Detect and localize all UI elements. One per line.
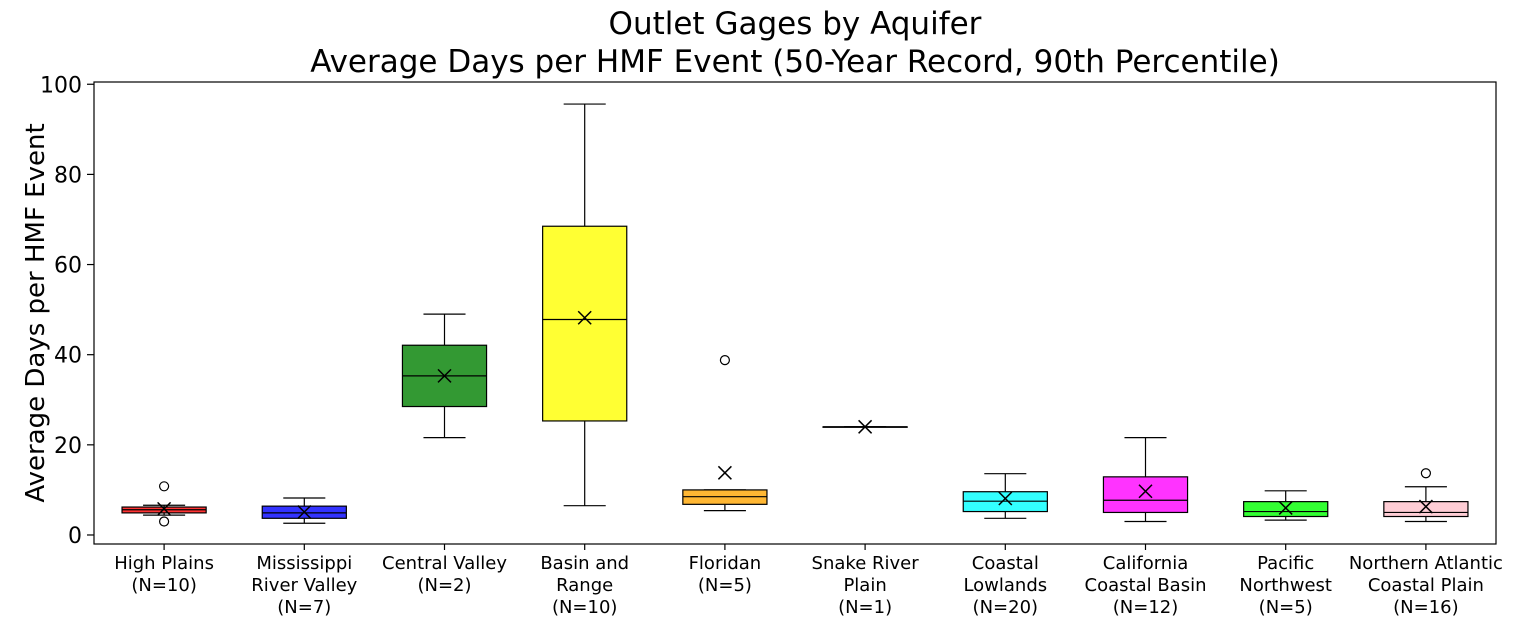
y-axis: 0 20 40 60 80 100 <box>40 73 94 549</box>
mean-marker <box>577 310 592 325</box>
x-tick-label-line: Central Valley <box>382 553 507 574</box>
x-tick-label-line: (N=7) <box>277 597 331 618</box>
title-line: Average Days per HMF Event (50-Year Reco… <box>310 44 1280 80</box>
x-tick-label-line: Northwest <box>1239 575 1332 596</box>
mean-marker <box>1138 484 1153 499</box>
x-axis: High Plains (N=10)Mississippi River Valley… <box>114 544 1503 618</box>
x-tick-label-line: (N=16) <box>1393 597 1459 618</box>
x-tick-label-line: (N=10) <box>131 575 197 596</box>
x-tick-label: Central Valley (N=2) <box>382 553 507 596</box>
y-tick-label: 60 <box>54 254 82 279</box>
box-8 <box>1243 490 1329 521</box>
y-tick-label: 20 <box>54 434 82 459</box>
mean-marker <box>1278 500 1293 515</box>
mean-marker <box>157 501 172 516</box>
x-tick-label-line: California <box>1103 553 1188 574</box>
x-tick-label-line: (N=5) <box>698 575 752 596</box>
x-tick-label-line: Coastal <box>972 553 1039 574</box>
x-tick-label-line: (N=1) <box>838 597 892 618</box>
box-body <box>1243 501 1329 518</box>
y-tick-label: 40 <box>54 344 82 369</box>
x-tick-label-line: Coastal Basin <box>1085 575 1207 596</box>
x-tick-label-line: Lowlands <box>963 575 1047 596</box>
box-body <box>542 225 628 422</box>
x-tick-label: Floridan (N=5) <box>689 553 762 596</box>
x-tick-label-line: Basin and <box>540 553 629 574</box>
box-1 <box>261 497 347 524</box>
mean-marker <box>437 368 452 383</box>
plot-frame <box>93 81 1497 545</box>
mean-marker <box>998 491 1013 506</box>
x-tick-label-line: Range <box>556 575 613 596</box>
box-0 <box>121 481 207 527</box>
box-6 <box>962 473 1048 519</box>
x-tick-label: Coastal Lowlands (N=20) <box>963 553 1047 618</box>
x-tick-label: California Coastal Basin (N=12) <box>1085 553 1207 618</box>
mean-marker <box>858 419 873 434</box>
box-9 <box>1383 468 1469 523</box>
box-3 <box>542 103 628 507</box>
x-tick-label-line: (N=10) <box>552 597 618 618</box>
outlier-point <box>719 355 731 366</box>
x-tick-label-line: High Plains <box>114 553 214 574</box>
box-5 <box>822 419 908 434</box>
mean-marker <box>1418 499 1433 514</box>
x-tick-label-line: Northern Atlantic <box>1349 553 1503 574</box>
box-body <box>1102 476 1189 514</box>
x-tick-label-line: Mississippi <box>256 553 352 574</box>
x-tick-label-line: Snake River <box>812 553 920 574</box>
outlier-point <box>159 516 170 527</box>
x-tick-label-line: (N=5) <box>1259 597 1313 618</box>
x-tick-label-line: (N=12) <box>1113 597 1179 618</box>
boxes-group <box>121 103 1469 527</box>
y-axis-label: Average Days per HMF Event <box>21 123 51 502</box>
box-2 <box>401 313 488 439</box>
x-tick-label: Snake River Plain (N=1) <box>812 553 920 618</box>
box-4 <box>682 355 768 512</box>
mean-marker <box>297 504 312 520</box>
x-tick-label: High Plains (N=10) <box>114 553 214 596</box>
box-7 <box>1102 437 1189 523</box>
title-line: Outlet Gages by Aquifer <box>609 6 982 42</box>
y-tick-label: 100 <box>40 73 82 98</box>
x-tick-label: Pacific Northwest (N=5) <box>1239 553 1332 618</box>
x-tick-label-line: Coastal Plain <box>1368 575 1484 596</box>
y-tick-label: 80 <box>54 163 82 188</box>
x-tick-label-line: (N=2) <box>417 575 471 596</box>
x-tick-label: Mississippi River Valley (N=7) <box>251 553 357 618</box>
x-tick-label-line: Plain <box>843 575 886 596</box>
mean-marker <box>717 465 732 480</box>
outlier-point <box>159 481 170 492</box>
x-tick-label-line: (N=20) <box>973 597 1039 618</box>
x-tick-label-line: Floridan <box>689 553 762 574</box>
box-body <box>1383 501 1469 518</box>
outlier-point <box>1420 468 1432 479</box>
x-tick-label-line: Pacific <box>1257 553 1314 574</box>
y-tick-label: 0 <box>68 524 82 549</box>
x-tick-label: Northern Atlantic Coastal Plain (N=16) <box>1349 553 1503 618</box>
x-tick-label-line: River Valley <box>251 575 357 596</box>
x-tick-label: Basin and Range (N=10) <box>540 553 629 618</box>
